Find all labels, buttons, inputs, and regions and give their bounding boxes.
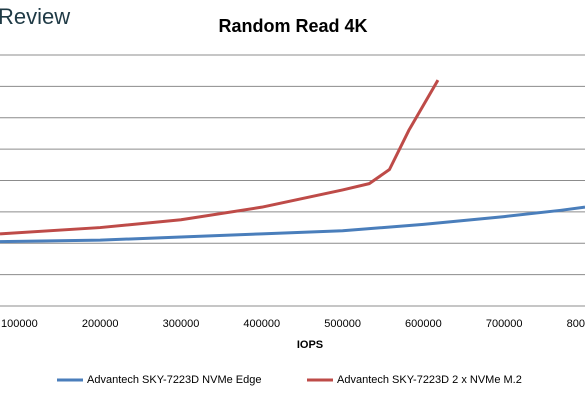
x-tick-label: 100000 bbox=[1, 318, 38, 330]
x-tick-label: 200000 bbox=[82, 318, 119, 330]
x-tick-label: 600000 bbox=[405, 318, 442, 330]
series-line bbox=[0, 79, 440, 236]
legend-label: Advantech SKY-7223D NVMe Edge bbox=[87, 374, 261, 386]
x-axis-label: IOPS bbox=[297, 339, 323, 351]
series-line bbox=[0, 205, 585, 244]
x-tick-label: 300000 bbox=[163, 318, 200, 330]
brand-logo: Review bbox=[0, 4, 70, 29]
x-tick-label: 700000 bbox=[486, 318, 523, 330]
x-tick-label: 500000 bbox=[324, 318, 361, 330]
chart-title: Random Read 4K bbox=[218, 16, 367, 36]
x-tick-label: 800000 bbox=[567, 318, 585, 330]
x-tick-label: 400000 bbox=[243, 318, 280, 330]
legend-label: Advantech SKY-7223D 2 x NVMe M.2 bbox=[337, 374, 522, 386]
